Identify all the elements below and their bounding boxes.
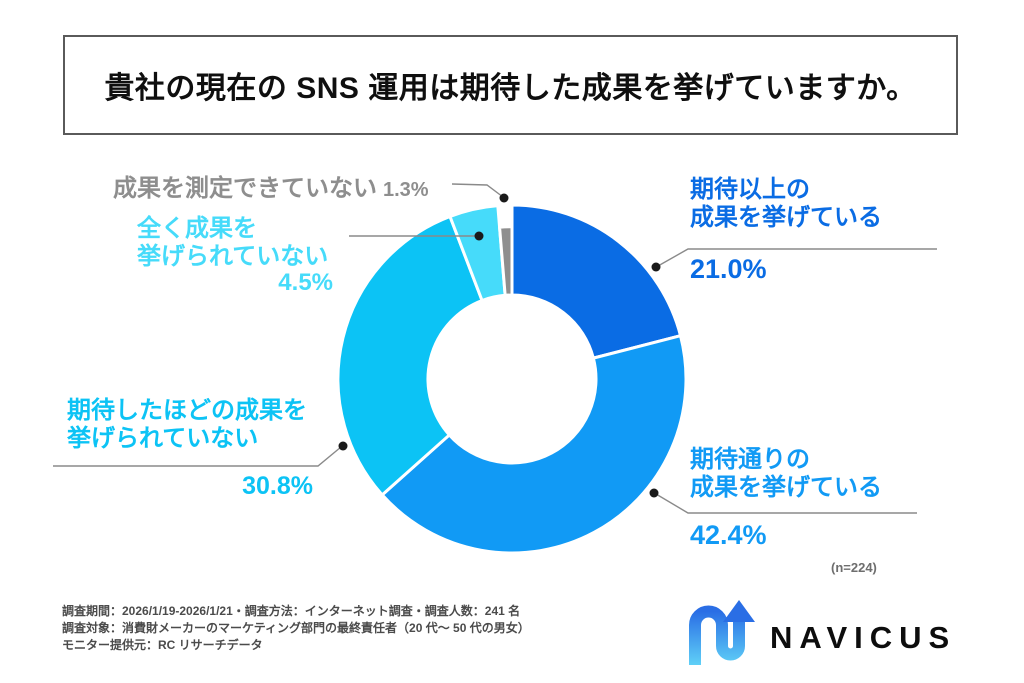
survey-footnotes: 調査期間：2026/1/19-2026/1/21・調査方法：インターネット調査・…	[62, 603, 530, 654]
donut-slice-2	[336, 214, 484, 497]
leader-line-as-expected	[655, 493, 917, 514]
label-line: 挙げられていない	[67, 424, 259, 452]
leader-line-not-measured	[451, 183, 504, 198]
label-line: 期待以上の	[690, 176, 810, 203]
footnote-line: 調査対象：消費財メーカーのマーケティング部門の最終責任者（20 代〜 50 代の…	[62, 621, 530, 635]
footnote-line: モニター提供元：RC リサーチデータ	[62, 638, 263, 652]
sample-size-note: (n=224)	[831, 560, 877, 575]
donut-slice-1	[380, 334, 688, 555]
label-as-expected: 期待通りの 成果を挙げている	[690, 446, 882, 502]
dot-none	[474, 231, 484, 241]
pct-not-as-much: 30.8%	[242, 472, 313, 500]
label-line: 成果を測定できていない	[113, 175, 377, 202]
dot-as-expected	[649, 488, 659, 498]
dot-above	[651, 262, 661, 272]
survey-question-title: 貴社の現在の SNS 運用は期待した成果を挙げていますか。	[104, 72, 917, 105]
title-box: 貴社の現在の SNS 運用は期待した成果を挙げていますか。	[63, 35, 958, 135]
label-line: 全く成果を	[137, 215, 257, 242]
donut-slices	[336, 203, 688, 555]
label-line: 挙げられていない	[137, 242, 329, 270]
label-not-as-much: 期待したほどの成果を 挙げられていない	[67, 397, 307, 453]
leader-dots	[338, 193, 661, 498]
pct-none: 4.5%	[278, 269, 333, 296]
label-line: 期待したほどの成果を	[67, 397, 307, 424]
pct-as-expected: 42.4%	[690, 520, 767, 550]
navicus-logo-text: NAVICUS	[770, 620, 957, 655]
footnote-line: 調査期間：2026/1/19-2026/1/21・調査方法：インターネット調査・…	[62, 604, 521, 618]
navicus-logo: NAVICUS	[686, 598, 956, 666]
leader-line-above	[657, 248, 937, 267]
navicus-arrow-icon	[689, 600, 755, 665]
donut-slice-0	[510, 203, 683, 360]
leader-line-not-as-much	[53, 446, 342, 467]
label-not-measured: 成果を測定できていない 1.3%	[113, 175, 429, 203]
dot-not-as-much	[338, 441, 348, 451]
label-line: 成果を挙げている	[690, 203, 882, 231]
label-line: 期待通りの	[690, 446, 810, 473]
dot-not-measured	[499, 193, 509, 203]
label-none: 全く成果を 挙げられていない	[137, 215, 328, 271]
leader-lines	[53, 183, 937, 514]
label-line: 成果を挙げている	[690, 473, 882, 501]
pct-above-expectation: 21.0%	[690, 254, 767, 284]
donut-slice-4	[498, 225, 514, 297]
pct-not-measured: 1.3%	[383, 179, 429, 201]
label-above-expectation: 期待以上の 成果を挙げている	[690, 176, 882, 232]
